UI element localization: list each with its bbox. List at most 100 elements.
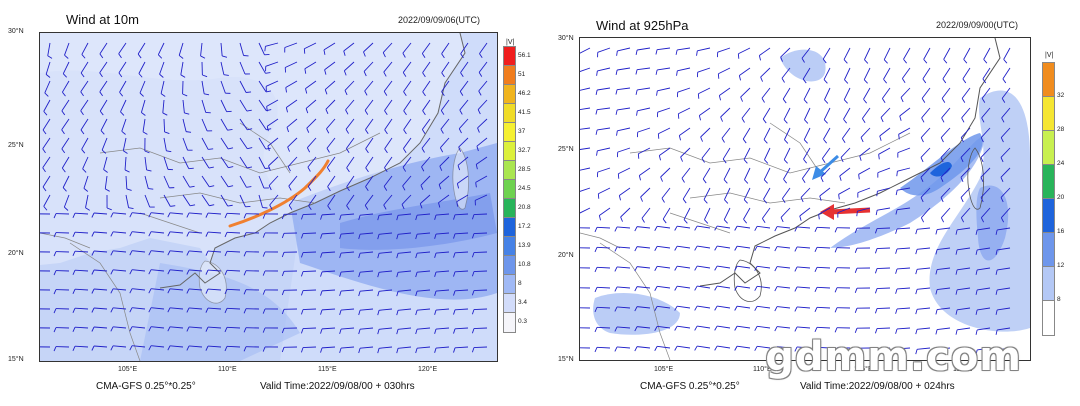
wind-barb-flag (300, 233, 304, 239)
wind-barb-flag (205, 269, 209, 275)
wind-barb-flag (422, 72, 426, 78)
wind-barb-flag (42, 129, 47, 135)
wind-barb-flag (167, 288, 171, 294)
wind-barb (379, 327, 393, 330)
wind-barb-flag (923, 59, 928, 64)
wind-barb-flag (620, 216, 623, 222)
wind-barb-flag (205, 288, 209, 294)
wind-barb-flag (975, 249, 978, 255)
legend-swatch (503, 274, 516, 295)
wind-barb-flag (895, 348, 898, 354)
wind-barb-flag (262, 232, 266, 238)
wind-barb-flag (43, 206, 48, 211)
panel-timestamp: 2022/09/09/06(UTC) (398, 15, 481, 25)
legend-swatch (1042, 130, 1055, 166)
wind-barb-flag (594, 227, 598, 233)
wind-barb-flag (856, 211, 858, 217)
wind-barb (341, 308, 355, 311)
wind-barb (302, 327, 317, 330)
wind-barb (363, 61, 374, 72)
wind-barb-flag (655, 49, 658, 55)
wind-barb (189, 231, 203, 234)
wind-barb-flag (141, 112, 146, 116)
wind-barb (980, 127, 991, 138)
wind-barb (83, 175, 89, 189)
wind-barb-flag (320, 328, 323, 334)
wind-barb (422, 80, 431, 92)
wind-barb (739, 67, 751, 76)
wind-barb-flag (803, 99, 808, 104)
wind-barb-flag (266, 126, 269, 132)
wind-barb (803, 87, 811, 100)
wind-barb (783, 107, 791, 120)
wind-barb (151, 231, 165, 234)
wind-barb (417, 213, 431, 216)
legend-label: 17.2 (518, 222, 531, 230)
wind-barb-flag (72, 232, 76, 237)
wind-barb-flag (921, 98, 926, 103)
wind-barb (436, 251, 450, 254)
wind-barb (189, 250, 203, 253)
wind-barb-flag (654, 326, 658, 331)
wind-barb-flag (794, 346, 798, 352)
wind-barb (859, 147, 871, 157)
lat-label: 30°N (8, 28, 24, 35)
wind-barb (132, 288, 146, 291)
wind-barb-flag (53, 232, 57, 238)
wind-barb (360, 232, 374, 235)
wind-barb (941, 207, 951, 219)
wind-barb (74, 212, 89, 215)
legend-label: 13.9 (518, 241, 531, 249)
wind-barb-flag (123, 150, 128, 154)
wind-barb (757, 225, 771, 229)
wind-barb-flag (268, 185, 272, 191)
wind-barb (761, 87, 771, 99)
wind-barb-flag (774, 346, 778, 352)
wind-barb-flag (874, 268, 878, 274)
wind-barb (170, 212, 184, 215)
wind-barb (286, 99, 298, 108)
wind-barb (637, 127, 651, 133)
wind-barb (697, 325, 711, 329)
wind-barb (201, 80, 205, 94)
wind-barb (94, 345, 108, 348)
wind-barb-flag (734, 245, 738, 251)
wind-barb-flag (421, 129, 426, 134)
wind-barb-flag (981, 98, 986, 103)
wind-barb (151, 250, 165, 253)
wind-barb (782, 87, 791, 100)
wind-barb (657, 225, 671, 229)
wind-barb (208, 307, 222, 310)
wind-barb (132, 307, 146, 310)
wind-barb-flag (148, 288, 152, 294)
wind-barb-flag (654, 246, 658, 251)
wind-barb (417, 308, 431, 311)
wind-barb (718, 67, 731, 75)
wind-barb (139, 80, 146, 94)
wind-barb (937, 227, 951, 231)
wind-barb (816, 266, 831, 269)
wind-barb (94, 288, 108, 291)
wind-barb (208, 269, 222, 272)
wind-barb-flag (343, 50, 346, 56)
wind-barb-flag (863, 79, 868, 84)
wind-barb-flag (800, 197, 804, 203)
wind-barb (657, 265, 671, 269)
wind-barb (864, 47, 871, 60)
wind-barb (326, 118, 336, 130)
wind-barb (580, 207, 591, 214)
wind-barb-flag (61, 110, 66, 116)
wind-barb-flag (963, 59, 968, 64)
panel-title: Wind at 10m (66, 12, 139, 27)
wind-barb (997, 307, 1011, 311)
wind-barb (917, 247, 931, 250)
wind-barb (977, 287, 991, 291)
wind-barb-flag (186, 250, 190, 256)
wind-barb-flag (82, 168, 87, 173)
wind-barb-flag (324, 69, 327, 75)
wind-barb (597, 107, 611, 111)
wind-barb (799, 207, 811, 217)
wind-barb (182, 156, 190, 169)
wind-barb (360, 270, 374, 273)
wind-barb (657, 245, 671, 249)
